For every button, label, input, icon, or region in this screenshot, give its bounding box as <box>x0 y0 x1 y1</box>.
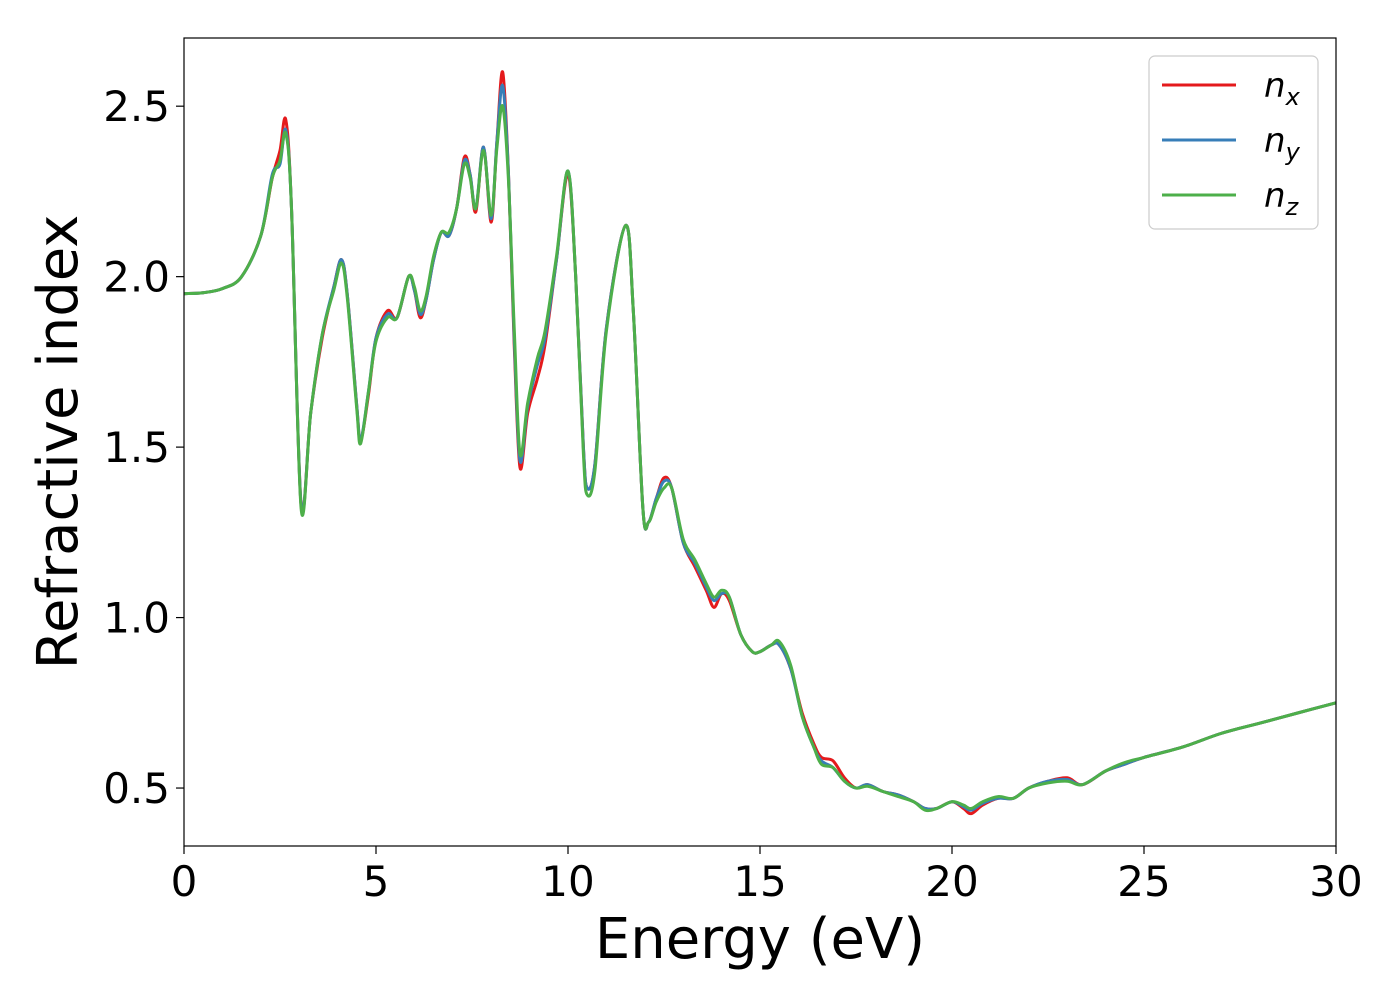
x-tick-label: 5 <box>363 857 390 906</box>
y-axis: 0.5 1.0 1.5 2.0 2.5 <box>103 82 184 813</box>
x-tick-label: 10 <box>541 857 594 906</box>
x-tick-label: 15 <box>733 857 786 906</box>
y-tick-label: 2.5 <box>103 82 170 131</box>
y-tick-label: 1.0 <box>103 594 170 643</box>
legend-entries: nx ny nz <box>1162 66 1301 221</box>
x-tick-label: 30 <box>1309 857 1362 906</box>
series-layer <box>183 70 1337 816</box>
y-tick-label: 1.5 <box>103 423 170 472</box>
series-line-z <box>183 104 1337 813</box>
y-tick-label: 0.5 <box>103 764 170 813</box>
legend-label-y: ny <box>1264 121 1301 166</box>
legend-label-z: nz <box>1264 176 1300 221</box>
x-tick-label: 25 <box>1117 857 1170 906</box>
y-axis-label: Refractive index <box>26 215 91 670</box>
x-axis: 0 5 10 15 20 25 30 <box>171 846 1363 906</box>
y-tick-label: 2.0 <box>103 253 170 302</box>
x-axis-label: Energy (eV) <box>595 907 925 972</box>
x-tick-label: 0 <box>171 857 198 906</box>
legend: nx ny nz <box>1148 55 1319 230</box>
x-tick-label: 20 <box>925 857 978 906</box>
legend-label-x: nx <box>1264 66 1301 111</box>
legend-box <box>1148 55 1319 230</box>
